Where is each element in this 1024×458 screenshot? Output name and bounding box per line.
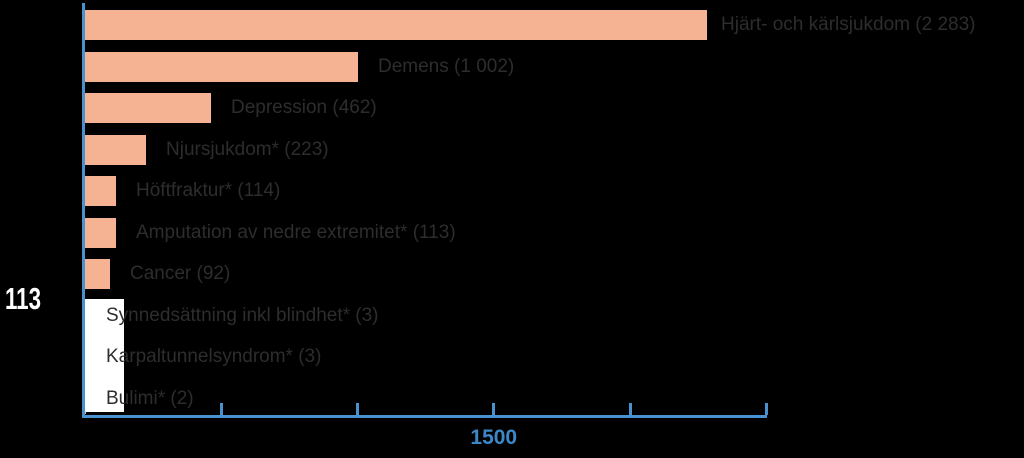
bar — [85, 10, 707, 40]
bar — [85, 51, 358, 82]
bar-label: Bulimi* (2) — [106, 388, 194, 410]
x-axis-tick — [219, 403, 223, 415]
bar-label: Synnedsättning inkl blindhet* (3) — [106, 304, 379, 326]
x-tick-label: 1500 — [470, 426, 518, 449]
y-axis-line — [82, 3, 85, 418]
bar-label: Depression (462) — [231, 97, 377, 119]
bar — [85, 176, 116, 207]
bar — [85, 93, 211, 124]
bar-label: Höftfraktur* (114) — [136, 180, 281, 202]
x-axis-tick — [356, 403, 359, 415]
bar-label: Njursjukdom* (223) — [166, 138, 329, 160]
highlight-box — [85, 299, 124, 412]
x-axis-line — [82, 415, 767, 418]
x-axis-tick — [628, 403, 632, 415]
bar — [85, 217, 116, 248]
annotation-113-label: 113 — [5, 281, 42, 316]
bar — [85, 134, 146, 165]
x-axis-tick — [764, 403, 768, 415]
bar-label: Amputation av nedre extremitet* (113) — [136, 221, 456, 243]
bar-label: Demens (1 002) — [378, 55, 515, 77]
bar-label: Hjärt- och kärlsjukdom (2 283) — [721, 14, 976, 35]
bar-label: Cancer (92) — [130, 263, 231, 285]
x-axis-tick — [492, 403, 496, 415]
bar — [85, 259, 110, 290]
bar-label: Karpaltunnelsyndrom* (3) — [106, 346, 322, 368]
